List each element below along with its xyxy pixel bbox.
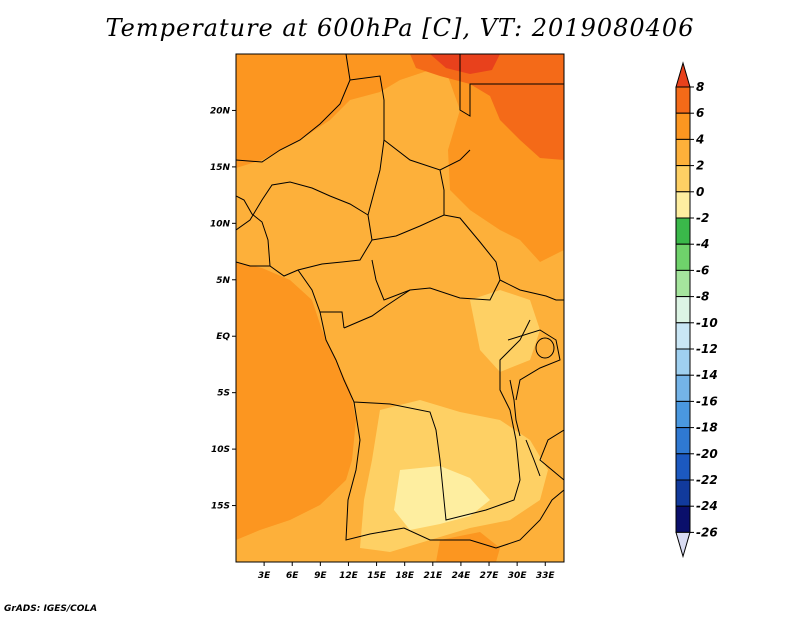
country-boundaries: [236, 54, 564, 549]
lon-tick-label: 27E: [480, 571, 500, 581]
longitude-axis: 3E 6E 9E 12E 15E 18E 21E 24E 27E 30E 33E: [258, 562, 556, 581]
colorbar-swatch: [675, 165, 691, 193]
colorbar-label: 8: [696, 80, 704, 94]
colorbar-swatch: [675, 296, 691, 324]
lon-tick-label: 6E: [286, 571, 299, 581]
map-title: Temperature at 600hPa [C], VT: 201908040…: [105, 14, 695, 42]
colorbar-swatch: [675, 191, 691, 219]
lon-tick-label: 33E: [536, 571, 556, 581]
colorbar-label: -16: [696, 394, 718, 408]
map-frame: [235, 53, 565, 563]
lon-tick-label: 12E: [339, 571, 359, 581]
colorbar-swatch: [675, 112, 691, 140]
colorbar-label: -18: [696, 421, 718, 435]
lat-tick-label: 5S: [217, 389, 230, 399]
colorbar-swatch: [675, 322, 691, 350]
colorbar-label: -26: [696, 525, 718, 539]
hot-core-north: [430, 54, 500, 74]
colorbar-swatch: [675, 479, 691, 507]
colorbar-swatch: [675, 138, 691, 167]
colorbar-swatch: [675, 243, 691, 271]
colorbar-label: -14: [696, 368, 718, 382]
colorbar-label: 4: [695, 132, 704, 146]
lakes: [509, 337, 555, 477]
colorbar-swatch: [675, 217, 691, 245]
colorbar-swatch: [675, 269, 691, 298]
lat-tick-label: EQ: [216, 332, 230, 342]
lat-tick-label: 15S: [211, 502, 230, 512]
lon-tick-label: 15E: [367, 571, 387, 581]
lon-tick-label: 24E: [452, 571, 472, 581]
temperature-field: [236, 54, 564, 562]
colorbar-swatch: [675, 400, 691, 429]
colorbar-label: -4: [696, 237, 709, 251]
colorbar-label: -22: [696, 473, 718, 487]
hot-core-northeast: [410, 54, 564, 160]
latitude-axis: 20N 15N 10N 5N EQ 5S 10S 15S: [210, 106, 236, 512]
colorbar-label: -8: [696, 290, 709, 304]
colorbar-label: -2: [696, 211, 709, 225]
colorbar: 8 6 4 2 0 -2 -4 -6 -8 -10 -12 -14 -16 -18 -20 -22 -24 -26: [675, 61, 718, 559]
cool-core-south: [394, 466, 490, 530]
colorbar-label: 6: [696, 106, 704, 120]
lon-tick-label: 9E: [314, 571, 327, 581]
colorbar-min-arrow: [675, 531, 691, 559]
lat-tick-label: 10S: [211, 445, 230, 455]
colorbar-label: -6: [696, 263, 709, 277]
lat-tick-label: 15N: [210, 163, 231, 173]
colorbar-label: -24: [696, 499, 718, 513]
colorbar-label: -12: [696, 342, 718, 356]
warm-band-ocean: [236, 262, 356, 540]
colorbar-swatch: [675, 505, 691, 533]
lat-tick-label: 10N: [210, 219, 231, 229]
lon-tick-label: 30E: [508, 571, 528, 581]
colorbar-swatch: [675, 453, 691, 481]
colorbar-label: -10: [696, 316, 718, 330]
lon-tick-label: 18E: [395, 571, 415, 581]
map-figure: 20N 15N 10N 5N EQ 5S 10S 15S 3E 6E 9E 12E 15E 18E 21E…: [210, 53, 718, 581]
cool-patch-central: [300, 180, 480, 300]
lon-tick-label: 3E: [258, 571, 271, 581]
lat-tick-label: 20N: [210, 106, 231, 116]
colorbar-swatch: [675, 374, 691, 402]
lat-tick-label: 5N: [216, 276, 230, 286]
cool-patch-east: [470, 290, 540, 372]
lon-tick-label: 21E: [423, 571, 443, 581]
grads-credit: GrADS: IGES/COLA: [4, 604, 98, 614]
colorbar-label: 2: [696, 159, 704, 173]
colorbar-swatch: [675, 427, 691, 455]
colorbar-swatch: [675, 86, 691, 114]
colorbar-label: -20: [696, 447, 718, 461]
colorbar-swatch: [675, 348, 691, 376]
colorbar-label: 0: [696, 185, 704, 199]
colorbar-max-arrow: [675, 61, 691, 88]
